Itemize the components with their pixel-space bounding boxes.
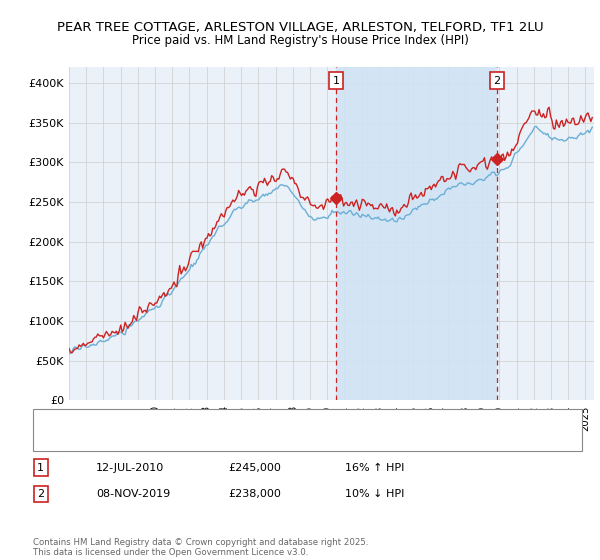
Text: HPI: Average price, detached house, Telford and Wrekin: HPI: Average price, detached house, Telf…: [72, 434, 343, 444]
Text: Contains HM Land Registry data © Crown copyright and database right 2025.
This d: Contains HM Land Registry data © Crown c…: [33, 538, 368, 557]
Text: £245,000: £245,000: [228, 463, 281, 473]
Text: £238,000: £238,000: [228, 489, 281, 499]
Text: PEAR TREE COTTAGE, ARLESTON VILLAGE, ARLESTON, TELFORD, TF1 2LU: PEAR TREE COTTAGE, ARLESTON VILLAGE, ARL…: [56, 21, 544, 34]
Text: 1: 1: [333, 76, 340, 86]
Text: 08-NOV-2019: 08-NOV-2019: [96, 489, 170, 499]
Text: 1: 1: [37, 463, 44, 473]
Text: Price paid vs. HM Land Registry's House Price Index (HPI): Price paid vs. HM Land Registry's House …: [131, 34, 469, 46]
Text: 16% ↑ HPI: 16% ↑ HPI: [345, 463, 404, 473]
Text: 12-JUL-2010: 12-JUL-2010: [96, 463, 164, 473]
Text: 10% ↓ HPI: 10% ↓ HPI: [345, 489, 404, 499]
Text: 2: 2: [37, 489, 44, 499]
Text: PEAR TREE COTTAGE, ARLESTON VILLAGE, ARLESTON, TELFORD, TF1 2LU (detached house): PEAR TREE COTTAGE, ARLESTON VILLAGE, ARL…: [72, 416, 521, 426]
Bar: [337, 67, 497, 400]
Text: 2: 2: [493, 76, 500, 86]
